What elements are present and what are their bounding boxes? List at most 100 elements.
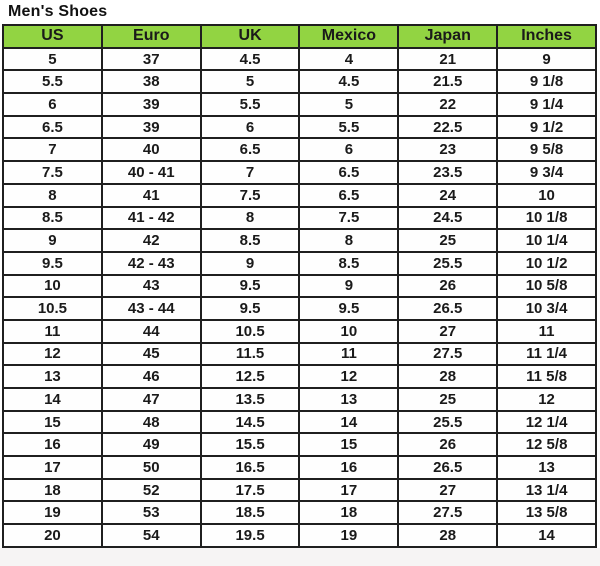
table-row: 5 37 4.5 4 21 9 <box>2 46 597 72</box>
size-cell-mexico: 7.5 <box>298 205 400 231</box>
size-cell-mexico: 16 <box>298 455 400 480</box>
size-cell-us: 8.5 <box>2 205 103 231</box>
size-cell-mexico: 9 <box>298 273 400 299</box>
size-cell-uk: 11.5 <box>199 341 301 367</box>
size-cell-japan: 23.5 <box>397 160 499 185</box>
size-cell-uk: 16.5 <box>199 455 301 480</box>
size-cell-inches: 10 <box>496 182 597 208</box>
size-cell-us: 18 <box>2 477 103 503</box>
size-cell-inches: 13 <box>496 455 597 480</box>
size-cell-uk: 17.5 <box>199 477 301 503</box>
size-cell-us: 6 <box>2 92 103 117</box>
table-row: 10.5 43 - 44 9.5 9.5 26.5 10 3/4 <box>2 296 597 321</box>
table-row: 7.5 40 - 41 7 6.5 23.5 9 3/4 <box>2 160 597 185</box>
size-cell-us: 14 <box>2 387 103 412</box>
size-cell-mexico: 18 <box>298 500 400 526</box>
size-cell-euro: 43 <box>100 273 202 299</box>
table-row: 8 41 7.5 6.5 24 10 <box>2 182 597 208</box>
size-cell-japan: 25.5 <box>397 250 499 276</box>
size-cell-mexico: 12 <box>298 364 400 389</box>
table-row: 14 47 13.5 13 25 12 <box>2 387 597 412</box>
size-cell-japan: 22 <box>397 92 499 117</box>
size-cell-us: 15 <box>2 409 103 435</box>
size-cell-euro: 39 <box>100 92 202 117</box>
size-cell-us: 17 <box>2 455 103 480</box>
size-cell-inches: 10 5/8 <box>496 273 597 299</box>
size-cell-inches: 9 <box>496 46 597 72</box>
page-title: Men's Shoes <box>8 3 108 20</box>
size-cell-inches: 10 1/8 <box>496 205 597 231</box>
size-cell-inches: 11 <box>496 318 597 344</box>
size-cell-us: 13 <box>2 364 103 389</box>
size-cell-inches: 14 <box>496 523 597 548</box>
size-cell-euro: 39 <box>100 114 202 140</box>
size-cell-japan: 27 <box>397 477 499 503</box>
size-cell-inches: 9 1/2 <box>496 114 597 140</box>
table-body: 5 37 4.5 4 21 9 5.5 38 5 4.5 21.5 9 1/8 6 39 5.5 5 22 9 1… <box>2 46 597 548</box>
size-cell-uk: 4.5 <box>199 46 301 72</box>
size-cell-japan: 21.5 <box>397 69 499 95</box>
size-cell-euro: 49 <box>100 432 202 458</box>
size-cell-inches: 11 5/8 <box>496 364 597 389</box>
size-cell-uk: 13.5 <box>199 387 301 412</box>
size-cell-japan: 26 <box>397 273 499 299</box>
size-cell-uk: 14.5 <box>199 409 301 435</box>
size-cell-us: 7 <box>2 137 103 163</box>
size-cell-mexico: 8.5 <box>298 250 400 276</box>
size-cell-mexico: 4 <box>298 46 400 72</box>
size-cell-mexico: 19 <box>298 523 400 548</box>
table-row: 19 53 18.5 18 27.5 13 5/8 <box>2 500 597 526</box>
table-row: 17 50 16.5 16 26.5 13 <box>2 455 597 480</box>
size-cell-japan: 25.5 <box>397 409 499 435</box>
table-row: 7 40 6.5 6 23 9 5/8 <box>2 137 597 163</box>
size-cell-inches: 9 1/4 <box>496 92 597 117</box>
size-cell-us: 5.5 <box>2 69 103 95</box>
mens-shoe-size-table: US Euro UK Mexico Japan Inches 5 37 4.5 4 21 9 5.5 3… <box>2 24 597 548</box>
size-cell-uk: 8 <box>199 205 301 231</box>
size-cell-euro: 54 <box>100 523 202 548</box>
size-cell-mexico: 6 <box>298 137 400 163</box>
table-row: 11 44 10.5 10 27 11 <box>2 318 597 344</box>
size-cell-mexico: 8 <box>298 228 400 253</box>
size-cell-mexico: 13 <box>298 387 400 412</box>
size-cell-uk: 12.5 <box>199 364 301 389</box>
size-cell-inches: 12 1/4 <box>496 409 597 435</box>
size-cell-euro: 53 <box>100 500 202 526</box>
size-cell-uk: 9.5 <box>199 273 301 299</box>
size-cell-euro: 44 <box>100 318 202 344</box>
table-row: 9 42 8.5 8 25 10 1/4 <box>2 228 597 253</box>
size-cell-japan: 26.5 <box>397 455 499 480</box>
size-cell-inches: 12 <box>496 387 597 412</box>
size-cell-uk: 15.5 <box>199 432 301 458</box>
size-cell-uk: 8.5 <box>199 228 301 253</box>
size-cell-japan: 21 <box>397 46 499 72</box>
size-cell-euro: 46 <box>100 364 202 389</box>
size-cell-mexico: 5 <box>298 92 400 117</box>
size-cell-euro: 40 - 41 <box>100 160 202 185</box>
size-cell-us: 16 <box>2 432 103 458</box>
table-row: 16 49 15.5 15 26 12 5/8 <box>2 432 597 458</box>
size-cell-inches: 10 1/4 <box>496 228 597 253</box>
column-header-uk: UK <box>199 24 301 49</box>
size-cell-inches: 13 1/4 <box>496 477 597 503</box>
size-cell-mexico: 4.5 <box>298 69 400 95</box>
size-cell-inches: 11 1/4 <box>496 341 597 367</box>
table-header-row: US Euro UK Mexico Japan Inches <box>2 24 597 49</box>
size-cell-mexico: 15 <box>298 432 400 458</box>
size-cell-inches: 9 1/8 <box>496 69 597 95</box>
table-row: 6 39 5.5 5 22 9 1/4 <box>2 92 597 117</box>
size-cell-mexico: 6.5 <box>298 182 400 208</box>
size-cell-us: 10 <box>2 273 103 299</box>
size-cell-japan: 24 <box>397 182 499 208</box>
size-cell-euro: 50 <box>100 455 202 480</box>
size-cell-uk: 18.5 <box>199 500 301 526</box>
size-cell-us: 9 <box>2 228 103 253</box>
size-cell-euro: 52 <box>100 477 202 503</box>
table-row: 10 43 9.5 9 26 10 5/8 <box>2 273 597 299</box>
table-row: 9.5 42 - 43 9 8.5 25.5 10 1/2 <box>2 250 597 276</box>
size-cell-us: 19 <box>2 500 103 526</box>
column-header-us: US <box>2 24 103 49</box>
size-cell-euro: 47 <box>100 387 202 412</box>
size-cell-japan: 24.5 <box>397 205 499 231</box>
size-cell-inches: 9 5/8 <box>496 137 597 163</box>
